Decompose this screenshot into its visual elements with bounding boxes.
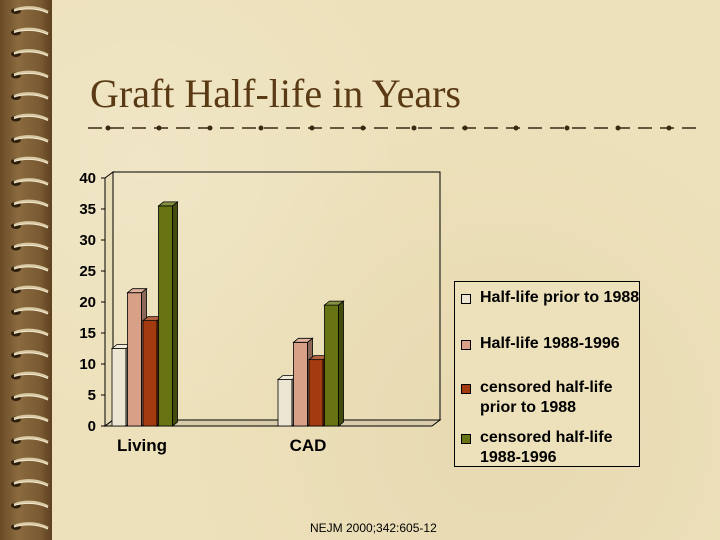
y-tick-label: 20 [79, 294, 96, 311]
binding-ring [11, 328, 49, 337]
chart-legend: Half-life prior to 1988 Half-life 1988-1… [454, 281, 640, 467]
legend-swatch-series-2 [461, 340, 471, 350]
chart-walls [103, 171, 442, 427]
x-axis: Living CAD [117, 436, 326, 455]
legend-swatch-series-3 [461, 384, 471, 394]
binding-ring [11, 350, 49, 358]
binding-ring [11, 178, 49, 186]
y-tick-label: 0 [88, 418, 96, 435]
binding-ring [11, 135, 49, 143]
divider-dot [105, 125, 111, 131]
legend-label-series-1: Half-life prior to 1988 [480, 289, 640, 306]
binding-ring [11, 307, 49, 315]
binding-ring [11, 500, 49, 509]
binding-ring [11, 414, 49, 423]
x-tick-label-cad: CAD [290, 436, 327, 455]
divider-dot [513, 125, 519, 131]
divider-dot [207, 125, 213, 131]
binding-ring [11, 199, 49, 208]
divider-dot [156, 125, 162, 131]
divider-dot [615, 125, 621, 131]
binding-ring [11, 70, 49, 79]
y-tick-label: 25 [79, 263, 96, 280]
binding-ring [11, 522, 49, 530]
legend-label-series-3: censored half-life prior to 1988 [480, 379, 613, 416]
legend-swatch-series-1 [461, 294, 471, 304]
y-tick-label: 15 [79, 325, 96, 342]
slide-title: Graft Half-life in Years [90, 71, 461, 116]
binding-ring [11, 221, 49, 229]
divider-dot [411, 125, 417, 131]
spiral-binding [0, 0, 52, 540]
binding-ring [11, 27, 49, 36]
binding-ring [11, 393, 49, 401]
chart-bars [110, 201, 345, 427]
binding-rings [11, 6, 49, 530]
source-citation: NEJM 2000;342:605-12 [310, 521, 437, 535]
y-tick-label: 40 [79, 170, 96, 187]
legend-swatch-series-4 [461, 434, 471, 444]
bar-living-series-4 [157, 201, 179, 427]
binding-ring [11, 92, 49, 100]
divider-dot [462, 125, 468, 131]
divider-dot [258, 125, 264, 131]
binding-ring [11, 285, 49, 294]
y-axis: 0 5 10 15 20 25 30 35 40 [79, 170, 106, 435]
divider-dot [360, 125, 366, 131]
binding-ring [11, 242, 49, 251]
divider-dot [666, 125, 672, 131]
binding-ring [11, 479, 49, 487]
binding-ring [11, 457, 49, 466]
binding-ring [11, 49, 49, 57]
binding-ring [11, 6, 49, 14]
y-tick-label: 10 [79, 356, 96, 373]
divider-dot [564, 125, 570, 131]
legend-label-series-4: censored half-life 1988-1996 [480, 429, 613, 466]
y-tick-label: 35 [79, 201, 96, 218]
y-tick-label: 5 [88, 387, 96, 404]
title-divider [88, 125, 700, 131]
y-tick-label: 30 [79, 232, 96, 249]
binding-ring [11, 156, 49, 165]
binding-ring [11, 436, 49, 444]
divider-dot [309, 125, 315, 131]
binding-ring [11, 371, 49, 380]
binding-ring [11, 264, 49, 272]
binding-ring [11, 113, 49, 122]
legend-label-series-2: Half-life 1988-1996 [480, 335, 620, 352]
bar-cad-series-4 [323, 300, 345, 427]
x-tick-label-living: Living [117, 436, 167, 455]
